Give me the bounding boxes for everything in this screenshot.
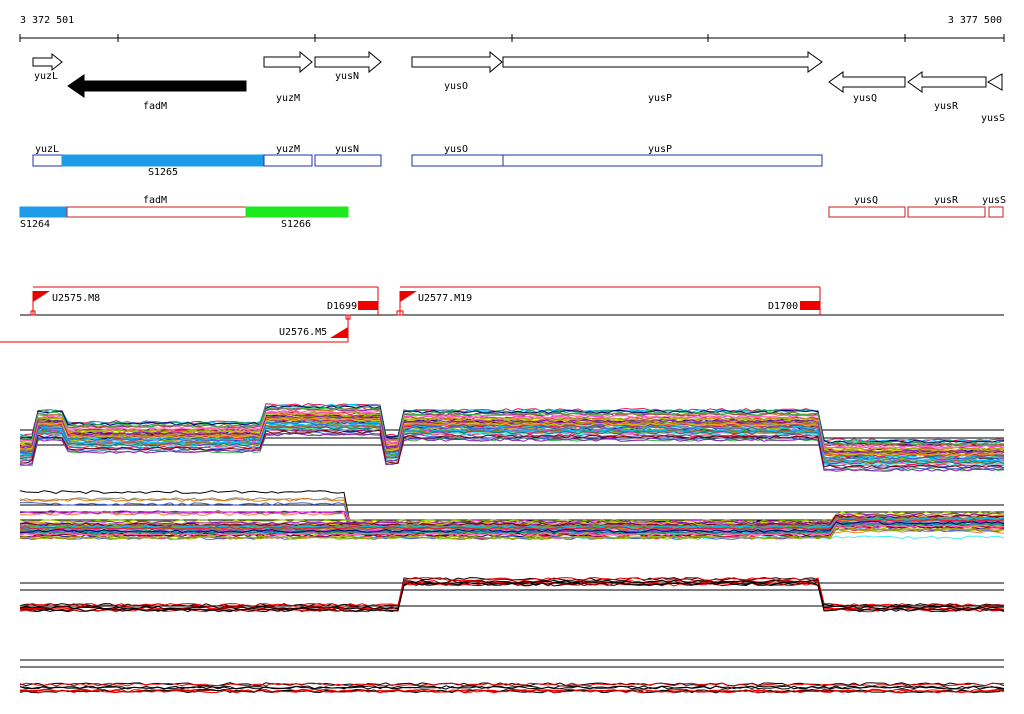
expression-line: [19, 682, 1005, 687]
gene-arrows: [32, 50, 1003, 98]
gene-arrow: [411, 50, 503, 74]
segment: [314, 154, 382, 167]
gene-arrow: [314, 50, 382, 74]
segment: [263, 154, 313, 167]
segment-label: yusP: [648, 144, 672, 155]
segment: [411, 154, 504, 167]
flag: [33, 291, 50, 302]
segment: [66, 206, 247, 218]
expression-line: [19, 429, 1005, 469]
gene-label: yusS: [981, 113, 1005, 124]
terminator: [800, 301, 820, 310]
expression-line: [19, 406, 1005, 446]
expression-line: [19, 685, 1005, 690]
marker: [396, 310, 404, 316]
gene-arrow: [502, 51, 823, 73]
ruler: [19, 34, 1005, 42]
expression-line: [19, 685, 1005, 690]
gene-label: fadM: [143, 101, 167, 112]
expression-line: [19, 515, 1005, 528]
segment-label: yusS: [982, 195, 1006, 206]
segment-label: S1264: [20, 219, 50, 230]
expression-line: [19, 411, 1005, 451]
segment-label: yuzL: [35, 144, 59, 155]
gene-arrow: [907, 71, 987, 93]
feature-label: U2576.M5: [279, 327, 327, 338]
feature-label: D1699: [327, 301, 357, 312]
ruler-end: 3 377 500: [948, 15, 1002, 26]
expression-line: [19, 404, 1004, 444]
expression-line: [19, 431, 1005, 471]
segment: [502, 154, 823, 167]
expression-line: [19, 581, 1005, 612]
expression-line: [19, 520, 1005, 534]
segment: [907, 206, 986, 218]
ruler-start: 3 372 501: [20, 15, 74, 26]
gene-label: yusO: [444, 81, 468, 92]
expression-line: [19, 425, 1005, 465]
feature-label: D1700: [768, 301, 798, 312]
segment-label: S1266: [281, 219, 311, 230]
expression-line: [19, 527, 1005, 540]
segment: [61, 154, 265, 167]
segment: [828, 206, 906, 218]
gene-label: yusP: [648, 93, 672, 104]
terminator: [358, 301, 378, 310]
feature-track: [0, 286, 1004, 343]
expression-line: [19, 433, 1005, 472]
expression-line: [19, 576, 1005, 608]
expression-line: [19, 414, 1005, 454]
gene-arrow: [986, 73, 1003, 91]
feature-label: U2577.M19: [418, 293, 472, 304]
expression-line: [19, 577, 1005, 608]
expression-line: [19, 524, 1005, 537]
expression-line: [19, 511, 1005, 524]
gene-label: yusQ: [853, 93, 877, 104]
gene-arrow: [32, 52, 63, 72]
segment-label: yusQ: [854, 195, 878, 206]
gene-arrow: [263, 50, 313, 74]
segment-label: yusR: [934, 195, 959, 206]
marker: [345, 314, 351, 320]
expression-line: [19, 689, 1005, 694]
track-3: [19, 206, 1004, 218]
expression-panels: [19, 403, 1005, 694]
feature-label: U2575.M8: [52, 293, 100, 304]
segment: [32, 154, 63, 167]
marker: [30, 310, 36, 316]
expression-line: [19, 409, 1005, 449]
segment: [988, 206, 1004, 218]
segment: [19, 206, 68, 218]
gene-label: yuzM: [276, 93, 300, 104]
gene-arrow: [828, 71, 906, 93]
gene-arrow: [67, 74, 247, 98]
expression-line: [19, 682, 1005, 687]
segment-label: yuzM: [276, 144, 300, 155]
gene-label: yuzL: [34, 71, 58, 82]
track-2: [32, 154, 823, 167]
expression-line: [19, 421, 1005, 460]
segment-label: yusN: [335, 144, 359, 155]
segment: [245, 206, 349, 218]
expression-line: [19, 518, 1005, 531]
segment-label: S1265: [148, 167, 178, 178]
gene-label: yusR: [934, 101, 959, 112]
flag: [330, 327, 348, 338]
segment-label: yusO: [444, 144, 468, 155]
segment-label: fadM: [143, 195, 167, 206]
gene-label: yusN: [335, 71, 359, 82]
expression-line: [19, 514, 1005, 527]
flag: [400, 291, 417, 302]
